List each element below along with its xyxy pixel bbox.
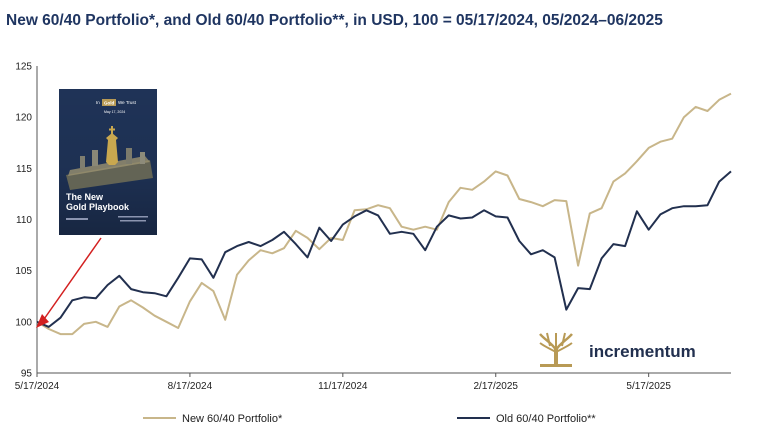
y-tick-label: 120	[15, 113, 32, 124]
book-line-the-new: The New	[66, 192, 104, 202]
x-ticks: 5/17/2024 8/17/2024 11/17/2024 2/17/2025 5/1…	[15, 373, 671, 392]
x-tick-label: 11/17/2024	[318, 381, 368, 392]
book-line-gold-playbook: Gold Playbook	[66, 202, 130, 212]
x-tick-label: 8/17/2024	[168, 381, 213, 392]
x-tick-label: 5/17/2024	[15, 381, 60, 392]
book-line-in: In	[96, 100, 100, 105]
x-tick-label: 2/17/2025	[473, 381, 518, 392]
legend: New 60/40 Portfolio* Old 60/40 Portfolio…	[143, 413, 596, 425]
book-cover-image: In Gold We Trust May 17, 2024 The New Go…	[59, 89, 157, 235]
y-tick-label: 110	[16, 215, 32, 226]
gold-chess-king-icon	[66, 126, 153, 190]
legend-label-old: Old 60/40 Portfolio**	[496, 413, 596, 425]
chart-title: New 60/40 Portfolio*, and Old 60/40 Port…	[6, 12, 663, 29]
x-tick-label: 5/17/2025	[626, 381, 671, 392]
book-line-gold: Gold	[104, 101, 114, 106]
y-tick-label: 125	[15, 62, 32, 73]
series-line-old-60-40	[36, 170, 732, 328]
book-date: May 17, 2024	[104, 110, 125, 114]
tree-logo-icon	[539, 332, 573, 367]
y-ticks: 95 100 105 110 115 120 125	[15, 62, 32, 380]
y-tick-label: 115	[16, 164, 32, 175]
y-tick-label: 100	[15, 317, 32, 328]
legend-label-new: New 60/40 Portfolio*	[182, 413, 283, 425]
book-line-we-trust: We Trust	[118, 100, 137, 105]
y-tick-label: 105	[15, 266, 32, 277]
incrementum-logo: incrementum	[539, 332, 696, 367]
book-gold-badge	[102, 99, 116, 106]
series-line-new-60-40	[36, 92, 732, 336]
brand-name: incrementum	[589, 342, 696, 361]
red-arrow-annotation	[36, 237, 102, 328]
y-tick-label: 95	[21, 369, 33, 380]
